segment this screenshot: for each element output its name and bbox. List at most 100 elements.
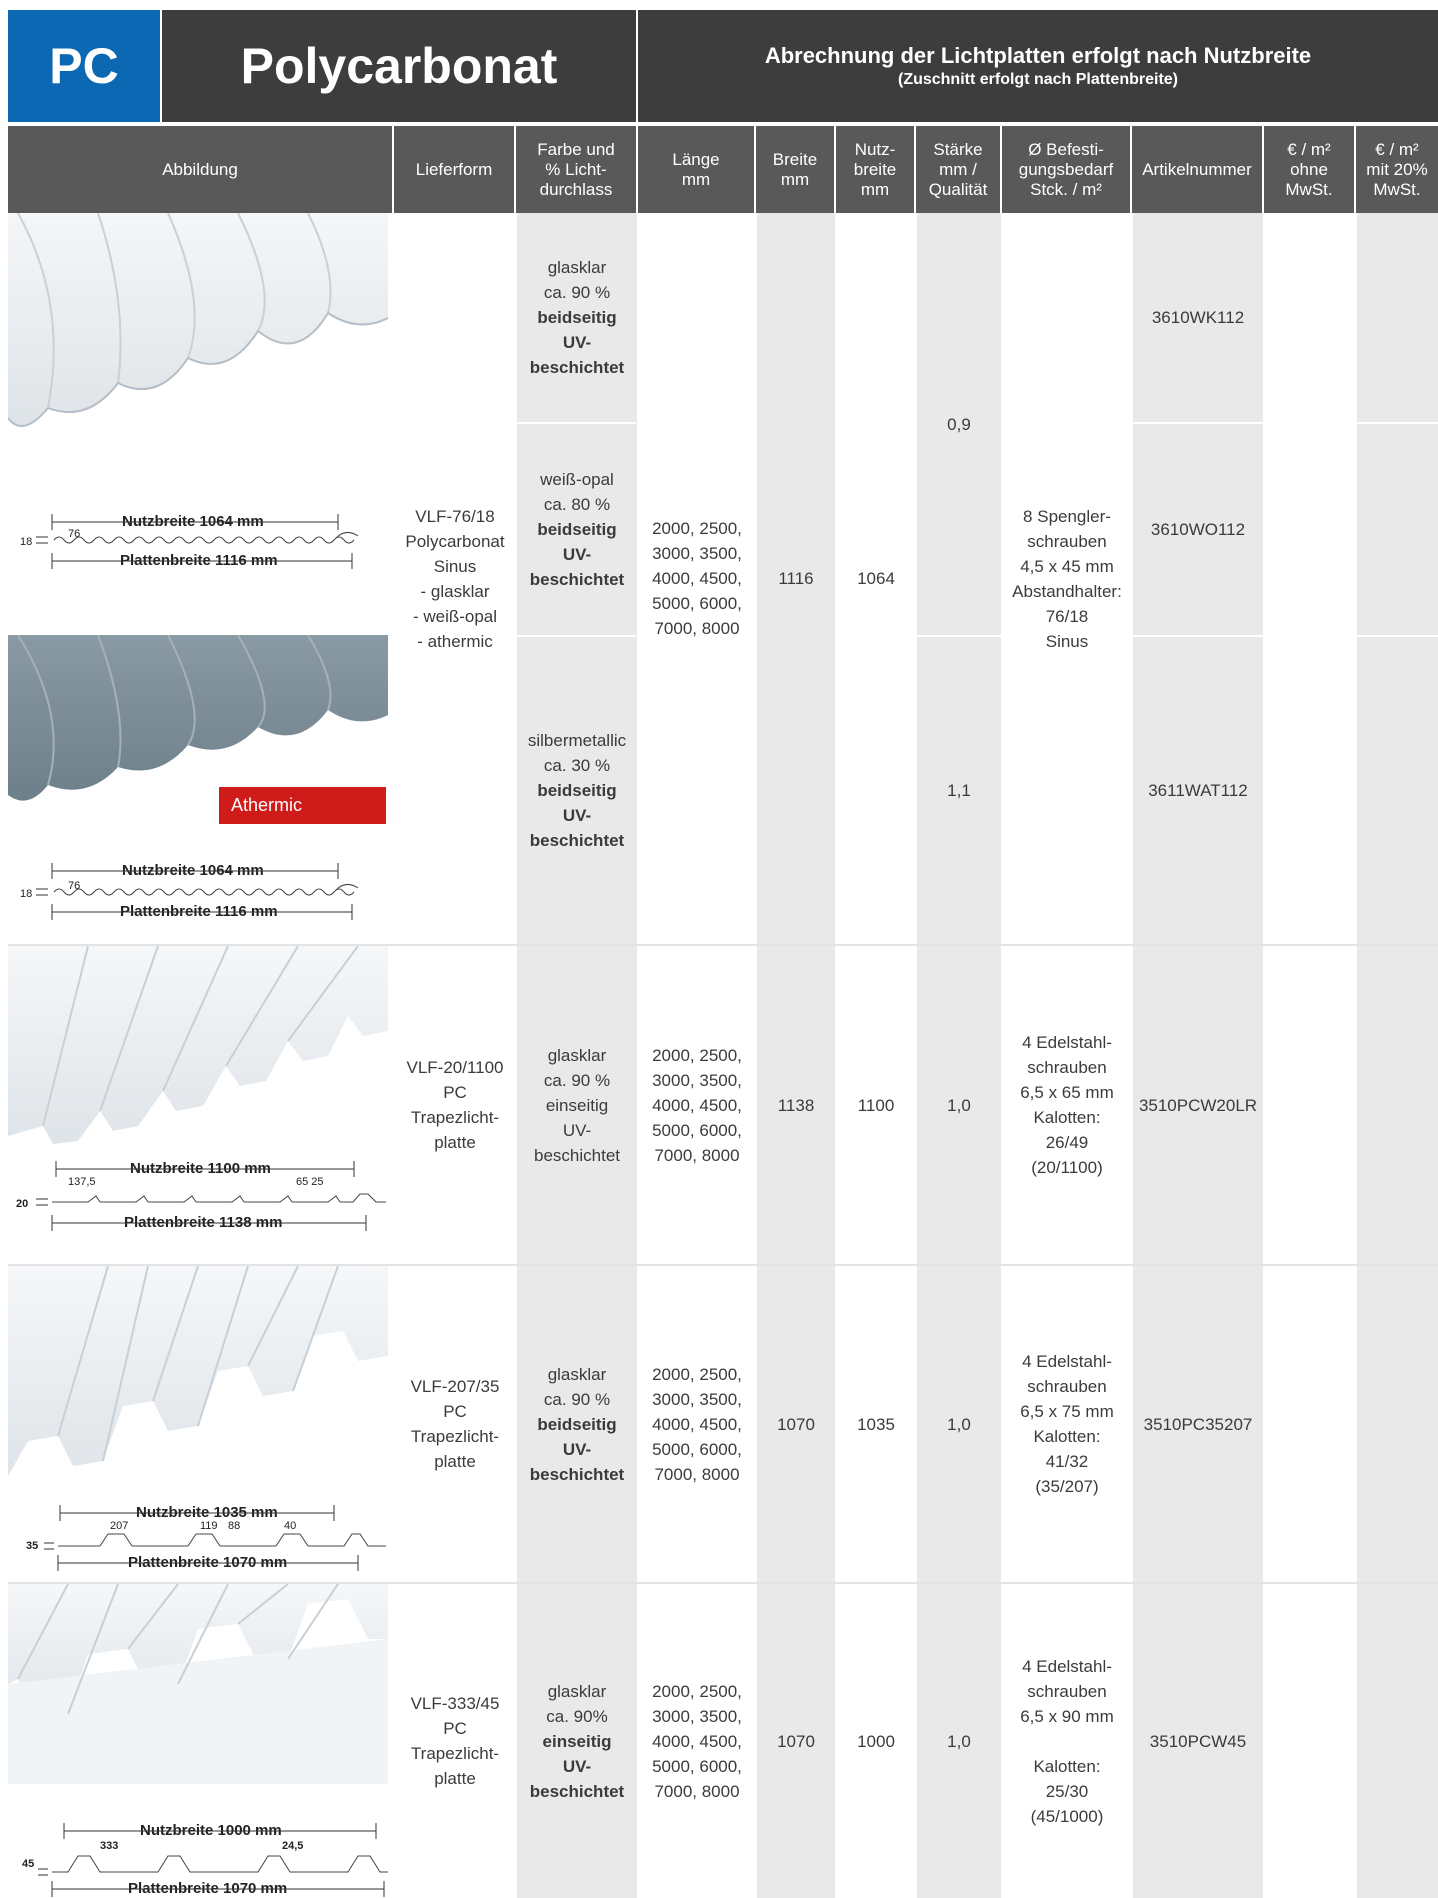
text-line: beidseitig (537, 308, 617, 327)
text-line: 25/30 (1045, 1781, 1089, 1801)
breite-r3: 1070 (777, 1414, 815, 1434)
staerke-r3: 1,0 (947, 1414, 971, 1434)
col-header-breite: Breite mm (756, 126, 836, 213)
text-line: 4 Edelstahl- (1022, 1033, 1112, 1052)
col-header-farbe: Farbe und % Licht- durchlass (516, 126, 638, 213)
profile-dim: 65 25 (296, 1176, 324, 1188)
col-header-line: % Licht- (545, 159, 607, 179)
text-line: glasklar (547, 1045, 607, 1065)
col-sep (1001, 213, 1003, 1898)
col-header-line: mm (780, 169, 810, 189)
text-line: 4 Edelstahl- (1022, 1352, 1112, 1371)
profile-dim: 40 (284, 1520, 297, 1532)
text-line: 2000, 2500, (652, 1364, 742, 1384)
text-line: (20/1100) (1031, 1158, 1103, 1177)
col-header-preis-mit: € / m² mit 20% MwSt. (1356, 126, 1438, 213)
profile-height: 45 (22, 1858, 35, 1870)
col-sep (515, 213, 517, 1898)
row-sep (8, 944, 1438, 946)
text-line: 4000, 4500, (652, 569, 742, 588)
text-line: UV- (562, 1120, 592, 1140)
text-line: ca. 90 % (543, 283, 611, 302)
text-line: schrauben (1027, 1377, 1107, 1396)
col-header-line: Breite (772, 149, 818, 169)
text-line: 41/32 (1045, 1452, 1089, 1471)
billing-note: Abrechnung der Lichtplatten erfolgt nach… (638, 10, 1438, 122)
text-line: beschichtet (529, 831, 625, 850)
text-line: glasklar (547, 258, 607, 277)
text-line: beidseitig (537, 520, 617, 539)
text-line: 4 Edelstahl- (1022, 1656, 1112, 1676)
text-line: (35/207) (1035, 1477, 1099, 1496)
col-header-line: Qualität (928, 179, 988, 199)
col-header-line: MwSt. (1285, 179, 1333, 199)
farbe-r2: glasklar ca. 90 % einseitig UV- beschich… (516, 946, 638, 1264)
nutzbreite-sinus: 1064 (857, 569, 895, 588)
breite-r4: 1070 (777, 1731, 815, 1751)
text-line: beschichtet (529, 1781, 625, 1801)
col-header-line: Ø Befesti- (1028, 139, 1104, 159)
lieferform-sinus: VLF-76/18 Polycarbonat Sinus - glasklar … (394, 213, 516, 944)
text-line: ca. 90% (546, 1706, 608, 1726)
artikel-r4: 3510PCW45 (1149, 1731, 1247, 1751)
profile-line (36, 863, 359, 920)
col-sep (755, 213, 757, 1898)
category-tag: PC (8, 10, 160, 122)
col-header-line: € / m² (1287, 139, 1331, 159)
text-line: 76/18 (1045, 606, 1089, 626)
text-line: 3000, 3500, (652, 1389, 742, 1409)
text-line: glasklar (547, 1364, 607, 1384)
col-header-line: Farbe und (537, 139, 615, 159)
band (394, 213, 516, 1898)
divider (160, 10, 162, 122)
lieferform-r3: VLF-207/35 PC Trapezlicht- platte (394, 1266, 516, 1582)
artikel-glasklar: 3610WK112 (1151, 308, 1245, 327)
band (1264, 213, 1356, 1898)
text-line: Trapezlicht- (410, 1744, 500, 1763)
text-line: schrauben (1027, 531, 1107, 551)
billing-note-main: Abrechnung der Lichtplatten erfolgt nach… (764, 43, 1312, 68)
subrow-sep (516, 635, 636, 637)
text-line: (45/1000) (1030, 1806, 1104, 1826)
col-header-line: gungsbedarf (1018, 159, 1114, 179)
band (1132, 213, 1264, 1898)
befestigung-sinus: 8 Spengler- schrauben 4,5 x 45 mm Abstan… (1002, 213, 1132, 944)
page-header: PC Polycarbonat Abrechnung der Lichtplat… (8, 10, 1438, 122)
nutzbreite-r2: 1100 (857, 1095, 895, 1115)
nutzbreite-r4: 1000 (857, 1731, 895, 1751)
col-header-line: Stärke (933, 139, 983, 159)
nutzbreite-r3: 1035 (857, 1414, 895, 1434)
text-line: 6,5 x 65 mm (1020, 1083, 1114, 1102)
text-line: Kalotten: (1033, 1108, 1101, 1127)
col-header-line: mm (860, 179, 890, 199)
text-line: Kalotten: (1033, 1756, 1101, 1776)
text-line: - glasklar (420, 581, 490, 601)
befestigung-r3: 4 Edelstahl- schrauben 6,5 x 75 mm Kalot… (1002, 1266, 1132, 1582)
text-line: glasklar (547, 1681, 607, 1701)
divider (636, 10, 638, 122)
artikel-r3: 3510PC35207 (1143, 1414, 1253, 1434)
breite-sinus: 1116 (778, 569, 814, 588)
staerke-sinus-b: 1,1 (947, 781, 971, 800)
band (638, 213, 756, 1898)
profile-dim: 333 (100, 1840, 119, 1852)
profile-drawing-5: 45 333 24,5 Nutzbreite 1000 mm Plattenbr… (8, 1820, 388, 1898)
laengen-r3: 2000, 2500, 3000, 3500, 4000, 4500, 5000… (638, 1266, 756, 1582)
col-header-abbildung: Abbildung (8, 126, 394, 213)
text-line: Abstandhalter: (1012, 581, 1122, 601)
text-line: schrauben (1027, 1058, 1107, 1077)
billing-note-sub: (Zuschnitt erfolgt nach Plattenbreite) (897, 71, 1178, 88)
staerke-r2: 1,0 (947, 1095, 971, 1115)
laengen-sinus: 2000, 2500, 3000, 3500, 4000, 4500, 5000… (638, 213, 756, 944)
profile-drawing-1: 18 76 Nutzbreite 1064 mm Plattenbreite 1… (8, 500, 388, 580)
text-line: UV- (562, 333, 592, 352)
sheet-image-trapez-45 (8, 1584, 388, 1784)
athermic-badge: Athermic (219, 787, 386, 824)
text-line: PC (443, 1402, 467, 1421)
col-header-line: ohne (1290, 159, 1328, 179)
profile-drawing-3: 20 137,5 65 25 Nutzbreite 1100 mm Platte… (8, 1158, 388, 1238)
col-header-line: mm / (939, 159, 977, 179)
text-line: schrauben (1027, 1681, 1107, 1701)
laengen-r2: 2000, 2500, 3000, 3500, 4000, 4500, 5000… (638, 946, 756, 1264)
text-line: 7000, 8000 (654, 1781, 740, 1801)
